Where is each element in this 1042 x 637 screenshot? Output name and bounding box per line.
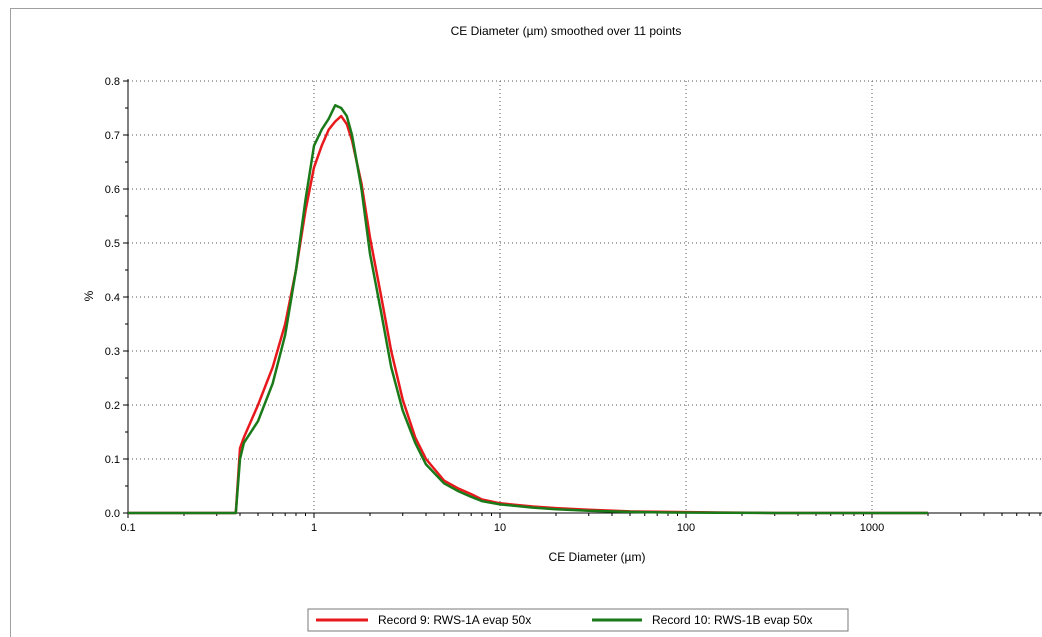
ticks: 0.00.10.20.30.40.50.60.70.80.1 1 10 100 1000 [105,76,1041,534]
y-tick-label: 0.4 [105,292,120,304]
y-tick-label: 0.0 [105,508,120,520]
x-tick-label: 10 [494,522,506,534]
axes [127,79,1042,514]
series-lines [128,104,928,515]
y-tick-label: 0.2 [105,400,120,412]
chart-panel [10,8,1042,637]
x-tick-label: 1000 [860,522,884,534]
y-tick-label: 0.5 [105,238,120,250]
legend: Record 9: RWS-1A evap 50x Record 10: RWS… [307,608,849,632]
y-tick-label: 0.8 [105,76,120,88]
series-line-record-10 [128,104,928,515]
y-tick-label: 0.1 [105,454,120,466]
chart-title: CE Diameter (µm) smoothed over 11 points [451,24,682,38]
x-axis-label: CE Diameter (µm) [549,550,646,564]
x-tick-label: 100 [677,522,695,534]
y-tick-label: 0.6 [105,184,120,196]
y-tick-label: 0.7 [105,130,120,142]
x-tick-label: 0.1 [120,522,135,534]
series-line-record-9 [128,114,928,515]
grid [128,80,1042,513]
y-tick-label: 0.3 [105,346,120,358]
legend-label-record-10: Record 10: RWS-1B evap 50x [652,613,813,627]
legend-box [307,608,849,632]
y-axis-label: % [82,290,96,301]
legend-label-record-9: Record 9: RWS-1A evap 50x [378,613,531,627]
x-tick-label: 1 [311,522,317,534]
